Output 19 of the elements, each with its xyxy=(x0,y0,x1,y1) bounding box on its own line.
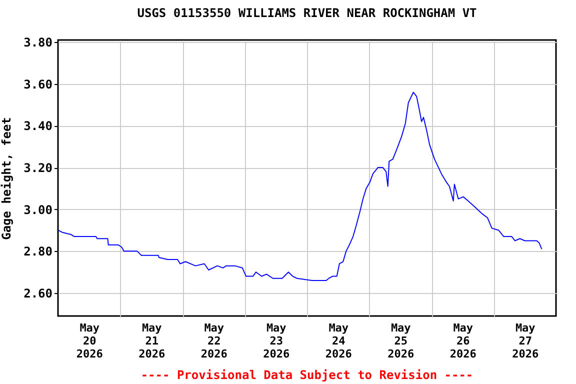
y-tick-label: 3.20 xyxy=(24,161,52,176)
y-tick-label: 2.80 xyxy=(24,244,52,259)
x-tick-label: May 22 2026 xyxy=(200,322,228,360)
y-axis-title: Gage height, feet xyxy=(0,117,14,240)
x-tick-label: May 24 2026 xyxy=(325,322,352,360)
x-tick-label: May 27 2026 xyxy=(512,322,539,360)
x-tick-label: May 23 2026 xyxy=(263,322,290,360)
y-tick-label: 2.60 xyxy=(24,286,52,300)
x-tick-label: May 21 2026 xyxy=(138,322,166,360)
x-tick-label: May 20 2026 xyxy=(76,322,104,360)
chart-title: USGS 01153550 WILLIAMS RIVER NEAR ROCKINGHAM VT xyxy=(137,6,477,20)
text: ---- Provisional Data Subject to Revision ---- xyxy=(140,368,474,382)
y-tick-label: 3.00 xyxy=(24,202,52,217)
y-tick-label: 3.40 xyxy=(24,119,52,134)
line-series xyxy=(58,92,542,281)
y-tick-label: 3.60 xyxy=(24,77,52,92)
x-tick-label: May 25 2026 xyxy=(388,322,414,360)
x-tick-label: May 26 2026 xyxy=(450,322,477,360)
y-tick-label: 3.80 xyxy=(24,36,52,50)
